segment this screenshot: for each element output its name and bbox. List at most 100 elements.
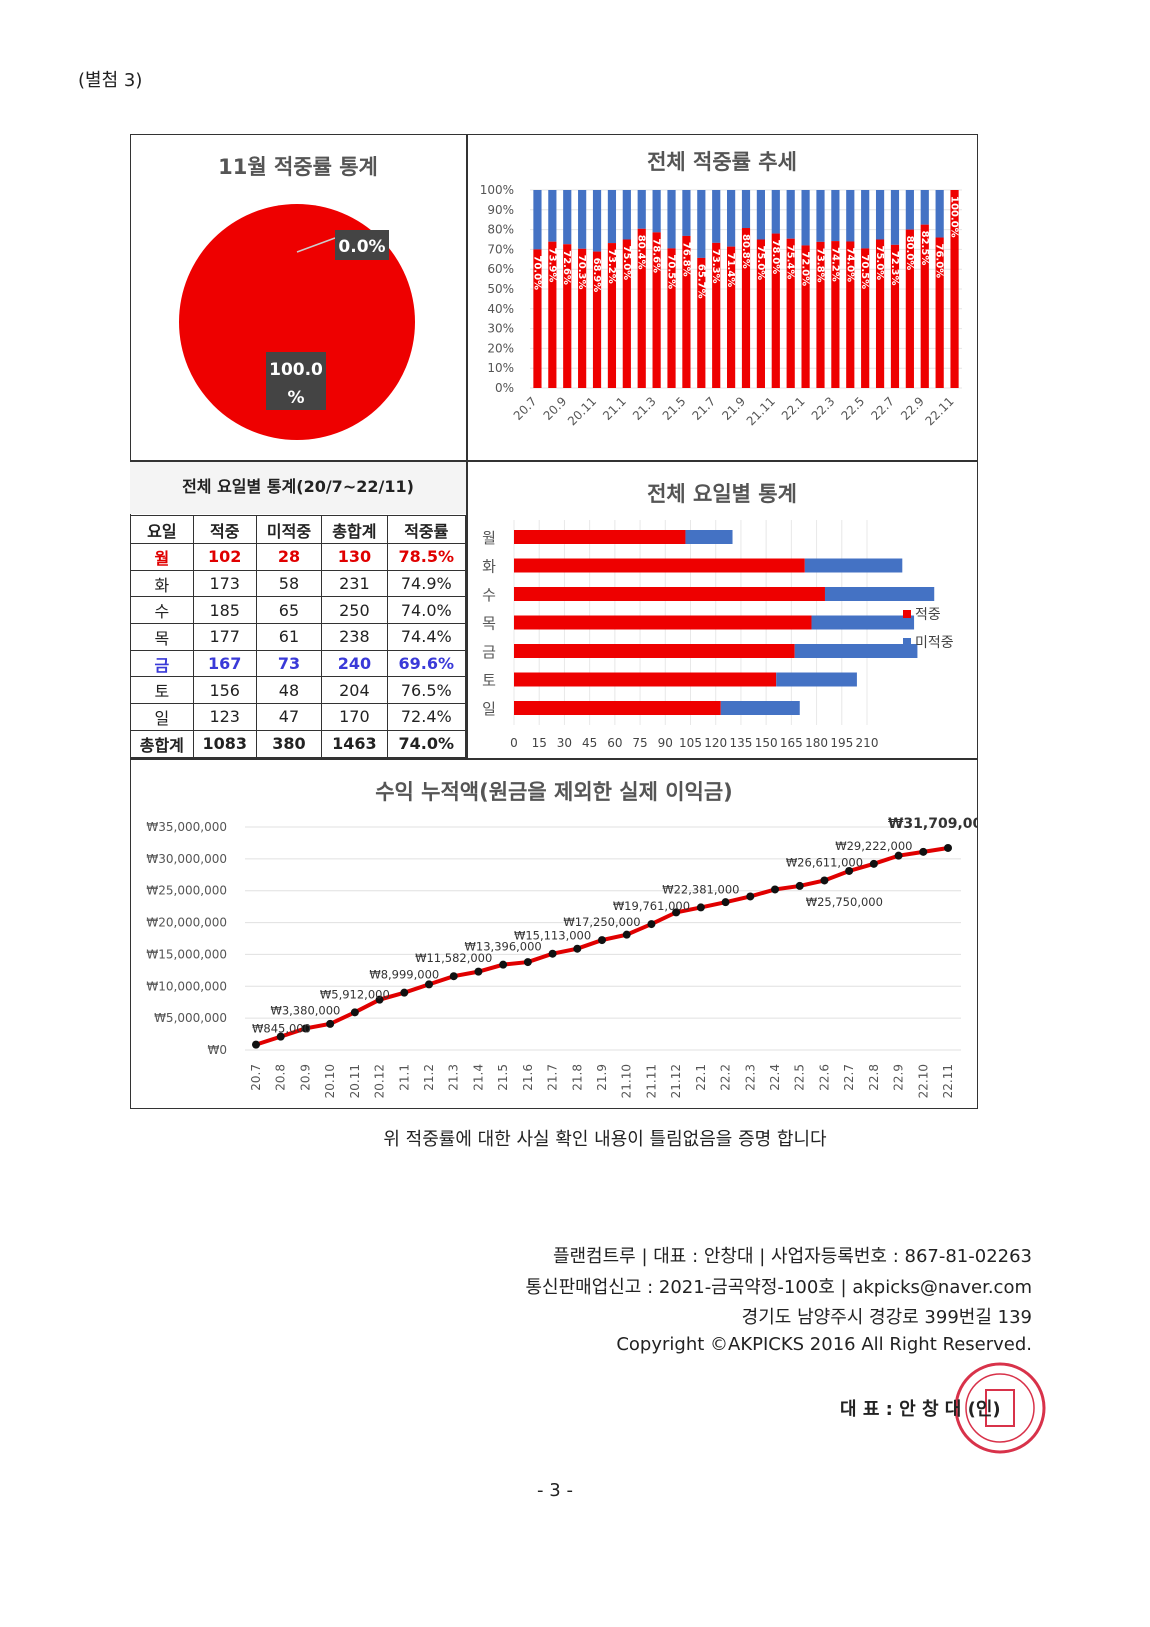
data-label: 70.3% bbox=[576, 255, 587, 290]
y-tick-label: 70% bbox=[487, 242, 514, 256]
data-point-21.7 bbox=[548, 949, 557, 958]
bar-hit-21.4 bbox=[667, 248, 676, 388]
bar-hit-20.9 bbox=[563, 244, 572, 388]
data-label: 70.5% bbox=[666, 254, 677, 289]
table-cell: 58 bbox=[255, 569, 323, 598]
table-cell: 204 bbox=[321, 676, 388, 705]
bar-hit-21.3 bbox=[652, 232, 661, 388]
bar-miss-21.11 bbox=[771, 190, 780, 234]
y-tick-label: 10% bbox=[487, 361, 514, 375]
data-label: 80.8% bbox=[740, 234, 751, 269]
x-tick-label: 60 bbox=[607, 736, 622, 750]
x-tick-label: 165 bbox=[780, 736, 803, 750]
data-label: 73.2% bbox=[606, 249, 617, 284]
table-cell: 토 bbox=[130, 676, 194, 705]
table-cell: 231 bbox=[321, 569, 388, 598]
data-point-21.12 bbox=[672, 908, 681, 917]
data-point-22.3 bbox=[746, 892, 755, 901]
table-cell: 173 bbox=[192, 569, 257, 598]
table-cell: 74.0% bbox=[386, 596, 467, 625]
x-tick-label: 30 bbox=[557, 736, 572, 750]
data-point-22.11 bbox=[944, 843, 952, 852]
data-label: ₩845,000 bbox=[252, 1022, 311, 1036]
legend-label: 적중 bbox=[915, 607, 941, 623]
column-header: 적중률 bbox=[386, 515, 467, 544]
bar-miss-20.10 bbox=[578, 190, 587, 249]
table-cell: 170 bbox=[321, 703, 388, 731]
trend-title: 전체 적중률 추세 bbox=[647, 150, 797, 174]
data-label: 75.0% bbox=[621, 246, 632, 281]
y-tick-label: ₩15,000,000 bbox=[146, 947, 227, 961]
data-label: 75.0% bbox=[755, 246, 766, 281]
y-tick-label: 80% bbox=[487, 223, 514, 237]
footer-line: 플랜컴트루 | 대표 : 안창대 | 사업자등록번호 : 867-81-0226… bbox=[552, 1246, 1032, 1267]
x-tick-label: 20.7 bbox=[511, 394, 540, 423]
bar-miss-20.9 bbox=[563, 190, 572, 245]
bar-miss-20.12 bbox=[607, 190, 617, 244]
x-tick-label: 20.9 bbox=[298, 1064, 312, 1091]
category-label: 월 bbox=[482, 529, 496, 547]
x-tick-label: 21.7 bbox=[690, 394, 719, 423]
bar-miss-일 bbox=[720, 701, 800, 715]
data-label: ₩11,582,000 bbox=[415, 951, 492, 965]
x-tick-label: 22.4 bbox=[768, 1064, 782, 1091]
y-tick-label: 90% bbox=[487, 203, 514, 217]
bar-hit-토 bbox=[514, 672, 777, 687]
table-cell: 화 bbox=[130, 569, 194, 598]
weekday-chart-title: 전체 요일별 통계 bbox=[647, 482, 797, 506]
y-tick-label: 40% bbox=[487, 302, 514, 316]
table-cell: 목 bbox=[130, 623, 194, 651]
bar-hit-22.3 bbox=[831, 241, 840, 388]
x-tick-label: 21.9 bbox=[595, 1064, 609, 1091]
x-tick-label: 22.11 bbox=[922, 394, 956, 428]
data-label: 73.8% bbox=[814, 248, 825, 283]
profit-line bbox=[255, 845, 949, 1047]
profit-title: 수익 누적액(원금을 제외한 실제 이익금) bbox=[375, 780, 733, 804]
x-tick-label: 21.11 bbox=[644, 1064, 658, 1098]
column-header: 요일 bbox=[130, 515, 194, 544]
bar-miss-21.2 bbox=[637, 190, 646, 229]
trend-chart: 0% 10% 20% 30% 40% 50% 60% 70% 80% 90% 100% 70.0% 73… bbox=[480, 183, 962, 428]
x-tick-label: 135 bbox=[729, 736, 752, 750]
data-point-22.5 bbox=[795, 881, 804, 890]
x-tick-label: 20.11 bbox=[348, 1064, 362, 1098]
y-tick-label: ₩25,000,000 bbox=[146, 884, 227, 898]
data-label: 72.3% bbox=[889, 251, 900, 286]
data-label: ₩22,381,000 bbox=[662, 882, 739, 896]
data-label: 71.4% bbox=[725, 253, 736, 288]
table-row: 월 102 28 130 78.5% bbox=[130, 543, 467, 571]
bar-miss-21.9 bbox=[741, 190, 751, 229]
category-label: 토 bbox=[482, 672, 496, 690]
bar-miss-22.4 bbox=[846, 190, 855, 242]
y-tick-label: 20% bbox=[487, 341, 514, 355]
table-cell: 167 bbox=[192, 649, 257, 678]
table-row: 화 173 58 231 74.9% bbox=[130, 569, 467, 598]
data-point-20.11 bbox=[350, 1008, 359, 1017]
x-tick-label: 22.5 bbox=[839, 394, 868, 423]
data-point-21.10 bbox=[622, 930, 631, 939]
bar-hit-21.2 bbox=[637, 228, 646, 388]
bar-miss-22.2 bbox=[816, 190, 825, 242]
category-label: 수 bbox=[482, 586, 496, 604]
table-cell: 240 bbox=[321, 649, 388, 678]
bar-miss-21.3 bbox=[652, 190, 661, 233]
x-tick-label: 210 bbox=[856, 736, 879, 750]
y-tick-label: 0% bbox=[495, 381, 514, 395]
x-tick-label: 22.1 bbox=[779, 394, 808, 423]
data-label: 65.7% bbox=[695, 264, 706, 299]
x-tick-label: 22.1 bbox=[694, 1064, 708, 1091]
x-tick-label: 20.12 bbox=[373, 1064, 387, 1098]
bar-miss-20.8 bbox=[548, 190, 557, 242]
table-cell: 78.5% bbox=[386, 543, 467, 571]
data-label: 72.6% bbox=[561, 250, 572, 285]
table-cell: 130 bbox=[321, 543, 388, 571]
data-label: 78.6% bbox=[651, 238, 662, 273]
table-cell: 월 bbox=[130, 543, 194, 571]
bar-miss-21.5 bbox=[682, 190, 691, 236]
bar-hit-21.5 bbox=[682, 235, 691, 388]
total-row: 총합계 1083 380 1463 74.0% bbox=[130, 729, 467, 758]
bar-hit-22.10 bbox=[935, 237, 944, 388]
category-label: 목 bbox=[482, 615, 496, 633]
bar-hit-20.12 bbox=[607, 243, 617, 388]
label-box bbox=[266, 352, 326, 410]
